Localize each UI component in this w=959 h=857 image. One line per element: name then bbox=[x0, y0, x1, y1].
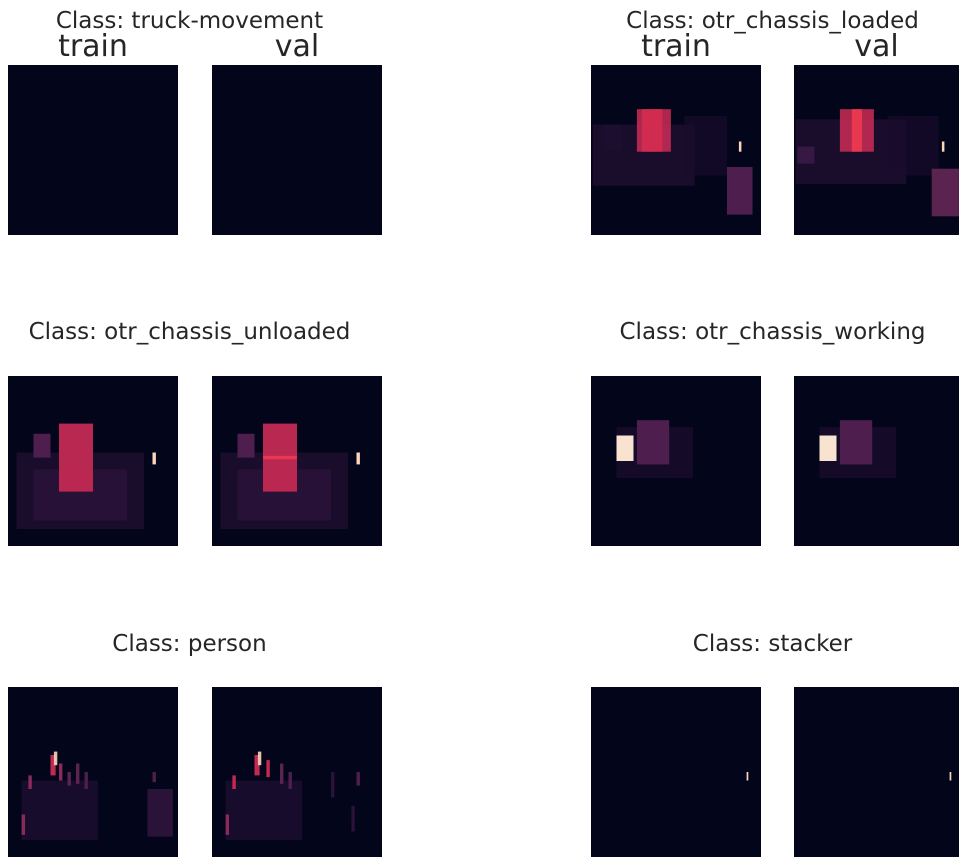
heatmap-panel bbox=[794, 65, 959, 235]
chart-title-truck-movement: Class: truck-movement bbox=[55, 8, 324, 34]
heatmap-blob bbox=[616, 435, 634, 461]
heatmap-blob bbox=[931, 168, 959, 217]
heatmap-blob bbox=[21, 814, 25, 835]
heatmap-val bbox=[212, 376, 382, 546]
heatmap-train bbox=[8, 65, 178, 235]
heatmap-blob bbox=[797, 146, 815, 164]
heatmap-blob bbox=[746, 772, 749, 781]
heatmap-blob bbox=[257, 751, 262, 766]
heatmap-background bbox=[591, 687, 761, 857]
heatmap-blob bbox=[738, 141, 742, 152]
column-label-train: train bbox=[641, 29, 711, 64]
heatmap-blob bbox=[67, 772, 71, 786]
chart-title-stacker: Class: stacker bbox=[692, 631, 853, 657]
heatmap-background bbox=[212, 65, 382, 235]
heatmap-blob bbox=[266, 760, 270, 778]
heatmap-blob bbox=[887, 116, 939, 176]
heatmap-blob bbox=[84, 772, 88, 789]
heatmap-blob bbox=[949, 772, 952, 781]
heatmap-blob bbox=[254, 755, 260, 776]
heatmap-val bbox=[212, 687, 382, 857]
column-label-val: val bbox=[854, 29, 899, 64]
heatmap-blob bbox=[59, 423, 93, 492]
heatmap-blob bbox=[684, 116, 727, 176]
heatmap-background bbox=[794, 687, 959, 857]
heatmap-blob bbox=[636, 420, 670, 465]
heatmap-train bbox=[591, 687, 761, 857]
heatmap-blob bbox=[152, 772, 156, 783]
heatmap-blob bbox=[33, 433, 51, 458]
heatmap-blob bbox=[851, 109, 862, 152]
heatmap-blob bbox=[50, 755, 56, 776]
heatmap-blob bbox=[237, 433, 255, 458]
heatmap-blob bbox=[356, 772, 360, 786]
heatmap-panel bbox=[794, 376, 959, 546]
column-label-train: train bbox=[58, 29, 128, 64]
heatmap-blob bbox=[280, 763, 284, 784]
heatmap-blob bbox=[147, 789, 173, 837]
heatmap-panel bbox=[591, 65, 761, 235]
heatmap-train bbox=[8, 687, 178, 857]
heatmap-blob bbox=[604, 124, 622, 150]
heatmap-panel bbox=[212, 376, 382, 546]
heatmap-panel bbox=[8, 65, 178, 235]
heatmap-blob bbox=[152, 452, 156, 465]
heatmap-train bbox=[8, 376, 178, 546]
heatmap-panel bbox=[8, 376, 178, 546]
heatmap-blob bbox=[642, 109, 663, 152]
heatmap-val bbox=[794, 65, 959, 235]
heatmap-blob bbox=[288, 772, 292, 789]
heatmap-val bbox=[794, 687, 959, 857]
heatmap-blob bbox=[53, 751, 58, 766]
heatmap-val bbox=[794, 376, 959, 546]
chart-title-otr-chassis-loaded: Class: otr_chassis_loaded bbox=[626, 8, 919, 34]
heatmap-panel bbox=[794, 687, 959, 857]
heatmap-val bbox=[212, 65, 382, 235]
heatmap-blob bbox=[59, 763, 63, 781]
heatmap-blob bbox=[727, 167, 753, 215]
heatmap-blob bbox=[225, 780, 303, 840]
heatmap-blob bbox=[331, 772, 335, 798]
heatmap-blob bbox=[819, 435, 837, 461]
heatmap-blob bbox=[941, 141, 945, 152]
heatmap-blob bbox=[263, 455, 297, 460]
heatmap-panel bbox=[591, 687, 761, 857]
heatmap-train bbox=[591, 376, 761, 546]
heatmap-panel bbox=[591, 376, 761, 546]
chart-title-otr-chassis-working: Class: otr_chassis_working bbox=[619, 319, 926, 345]
heatmap-blob bbox=[351, 806, 355, 832]
heatmap-blob bbox=[28, 775, 32, 789]
heatmap-blob bbox=[232, 775, 236, 789]
heatmap-panel bbox=[212, 687, 382, 857]
column-label-val: val bbox=[274, 29, 320, 64]
heatmap-blob bbox=[839, 420, 873, 465]
heatmap-blob bbox=[21, 780, 99, 840]
heatmap-blob bbox=[225, 814, 229, 835]
heatmap-panel bbox=[8, 687, 178, 857]
heatmap-background bbox=[8, 65, 178, 235]
heatmap-blob bbox=[76, 763, 80, 784]
heatmap-train bbox=[591, 65, 761, 235]
heatmap-panel bbox=[212, 65, 382, 235]
chart-title-otr-chassis-unloaded: Class: otr_chassis_unloaded bbox=[28, 319, 351, 345]
heatmap-blob bbox=[356, 452, 360, 465]
chart-title-person: Class: person bbox=[112, 631, 267, 657]
